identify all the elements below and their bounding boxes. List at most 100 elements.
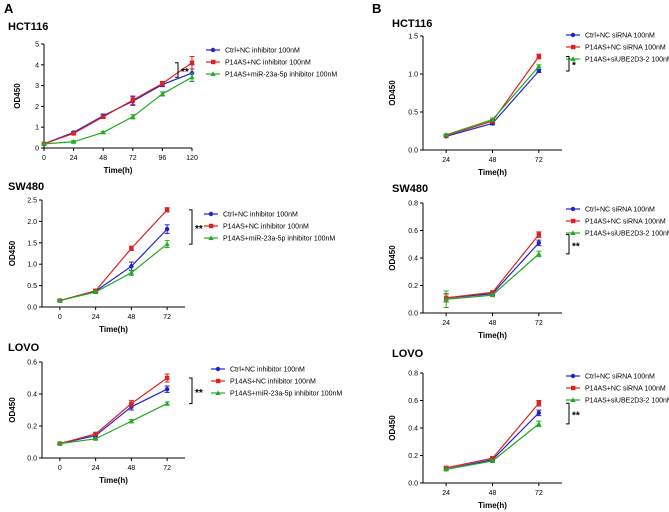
y-tick-label: 5 bbox=[35, 42, 39, 49]
y-tick-label: 1.0 bbox=[408, 72, 418, 79]
legend-label: P14AS+NC inhibitor 100nM bbox=[225, 60, 311, 67]
y-tick-label: 0.2 bbox=[27, 424, 37, 431]
data-point bbox=[159, 91, 165, 96]
legend-label: Ctrl+NC inhibitor 100nM bbox=[223, 212, 298, 219]
legend-marker bbox=[571, 218, 576, 224]
legend-marker bbox=[570, 56, 576, 61]
data-point bbox=[164, 241, 170, 247]
x-tick-label: 0 bbox=[58, 465, 62, 472]
x-tick-label: 48 bbox=[127, 314, 135, 321]
legend-label: P14AS+NC inhibitor 100nM bbox=[223, 224, 309, 231]
data-point bbox=[93, 436, 99, 441]
cell-line-label: HCT116 bbox=[8, 21, 48, 33]
y-tick-label: 0.4 bbox=[408, 426, 418, 433]
data-point bbox=[536, 232, 542, 237]
y-tick-label: 1 bbox=[35, 125, 39, 132]
legend-marker bbox=[210, 47, 216, 53]
data-point bbox=[489, 117, 496, 122]
legend-label: Ctrl+NC siRNA 100nM bbox=[585, 374, 655, 381]
x-tick-label: 24 bbox=[442, 157, 450, 164]
y-tick-label: 0.8 bbox=[408, 201, 418, 208]
x-tick-label: 120 bbox=[186, 155, 198, 162]
data-point bbox=[93, 289, 99, 295]
y-axis-title: OD450 bbox=[388, 80, 397, 106]
data-point bbox=[57, 441, 63, 446]
x-axis-title: Time(h) bbox=[104, 166, 133, 175]
x-tick-label: 72 bbox=[163, 465, 171, 472]
legend-label: P14AS+NC siRNA 100nM bbox=[585, 219, 666, 226]
y-axis-title: OD450 bbox=[8, 240, 17, 266]
data-point bbox=[164, 207, 170, 213]
x-tick-label: 24 bbox=[92, 314, 100, 321]
x-tick-label: 0 bbox=[58, 314, 62, 321]
y-axis-title: OD450 bbox=[13, 83, 22, 109]
x-tick-label: 96 bbox=[159, 155, 167, 162]
x-axis-title: Time(h) bbox=[99, 325, 128, 334]
legend-marker bbox=[208, 235, 214, 240]
legend-marker bbox=[209, 223, 214, 229]
y-tick-label: 2.0 bbox=[27, 219, 37, 226]
cell-line-label: SW480 bbox=[392, 183, 428, 195]
y-tick-label: 0.2 bbox=[408, 453, 418, 460]
y-axis-title: OD450 bbox=[388, 245, 397, 271]
panel-letter-b: B bbox=[372, 1, 381, 16]
data-point bbox=[536, 251, 542, 256]
y-axis-title: OD450 bbox=[388, 415, 397, 441]
y-tick-label: 0.8 bbox=[408, 371, 418, 378]
data-point bbox=[489, 458, 496, 463]
series-line-2 bbox=[43, 62, 193, 145]
y-tick-label: 0.0 bbox=[27, 305, 37, 312]
x-tick-label: 24 bbox=[92, 465, 100, 472]
legend-marker bbox=[215, 366, 221, 372]
y-tick-label: 0.2 bbox=[408, 283, 418, 290]
significance-label: ** bbox=[195, 224, 203, 235]
legend-marker bbox=[571, 385, 576, 391]
data-point bbox=[101, 114, 106, 119]
legend-label: P14AS+siUBE2D3-2 100nM bbox=[585, 398, 669, 405]
y-tick-label: 0.0 bbox=[408, 311, 418, 318]
x-tick-label: 24 bbox=[442, 490, 450, 497]
significance-bracket bbox=[189, 209, 193, 245]
series-line-1 bbox=[59, 388, 168, 445]
significance-label: ** bbox=[572, 241, 580, 252]
data-point bbox=[536, 68, 542, 74]
legend-marker bbox=[215, 390, 221, 395]
chart-6: LOVO 0.0 0.2 0.4 0.6 0.8 24 48 72 Time(h) OD450 Ctr… bbox=[388, 348, 669, 510]
y-tick-label: 2 bbox=[35, 104, 39, 111]
data-point bbox=[100, 129, 106, 135]
chart-3: LOVO 0.0 0.2 0.4 0.6 0 24 48 72 Time(h) OD450 Ctrl+… bbox=[8, 342, 342, 485]
data-point bbox=[164, 375, 170, 381]
significance-bracket bbox=[566, 402, 570, 425]
chart-1: HCT116 0 1 2 3 4 5 0 24 48 72 96 120 Time(h) OD450 Ctrl… bbox=[8, 21, 337, 175]
y-tick-label: 0 bbox=[35, 146, 39, 153]
legend-label: Ctrl+NC inhibitor 100nM bbox=[225, 48, 300, 55]
y-axis-title: OD450 bbox=[8, 397, 17, 423]
y-tick-label: 1.0 bbox=[27, 262, 37, 269]
legend-label: P14AS+miR-23a-5p inhibitor 100nM bbox=[223, 236, 335, 243]
x-tick-label: 48 bbox=[489, 157, 497, 164]
x-tick-label: 72 bbox=[163, 314, 171, 321]
legend-label: Ctrl+NC inhibitor 100nM bbox=[230, 367, 305, 374]
x-tick-label: 0 bbox=[42, 155, 46, 162]
series-line-2 bbox=[59, 209, 168, 302]
y-tick-label: 0.4 bbox=[408, 256, 418, 263]
data-point bbox=[164, 226, 170, 232]
legend-marker bbox=[570, 206, 576, 212]
data-point bbox=[189, 60, 195, 65]
y-tick-label: 0.0 bbox=[408, 481, 418, 488]
x-tick-label: 48 bbox=[127, 465, 135, 472]
significance-bracket bbox=[189, 377, 193, 405]
x-tick-label: 48 bbox=[489, 490, 497, 497]
series-line-1 bbox=[446, 70, 540, 137]
cell-line-label: HCT116 bbox=[392, 18, 432, 30]
y-tick-label: 1.5 bbox=[27, 240, 37, 247]
y-tick-label: 0.5 bbox=[408, 110, 418, 117]
data-point bbox=[536, 63, 542, 69]
legend-marker bbox=[570, 32, 576, 38]
x-axis-title: Time(h) bbox=[478, 501, 507, 510]
data-point bbox=[128, 418, 134, 424]
data-point bbox=[130, 97, 135, 103]
data-point bbox=[71, 131, 76, 136]
significance-bracket bbox=[566, 56, 570, 72]
y-tick-label: 2.5 bbox=[27, 198, 37, 205]
